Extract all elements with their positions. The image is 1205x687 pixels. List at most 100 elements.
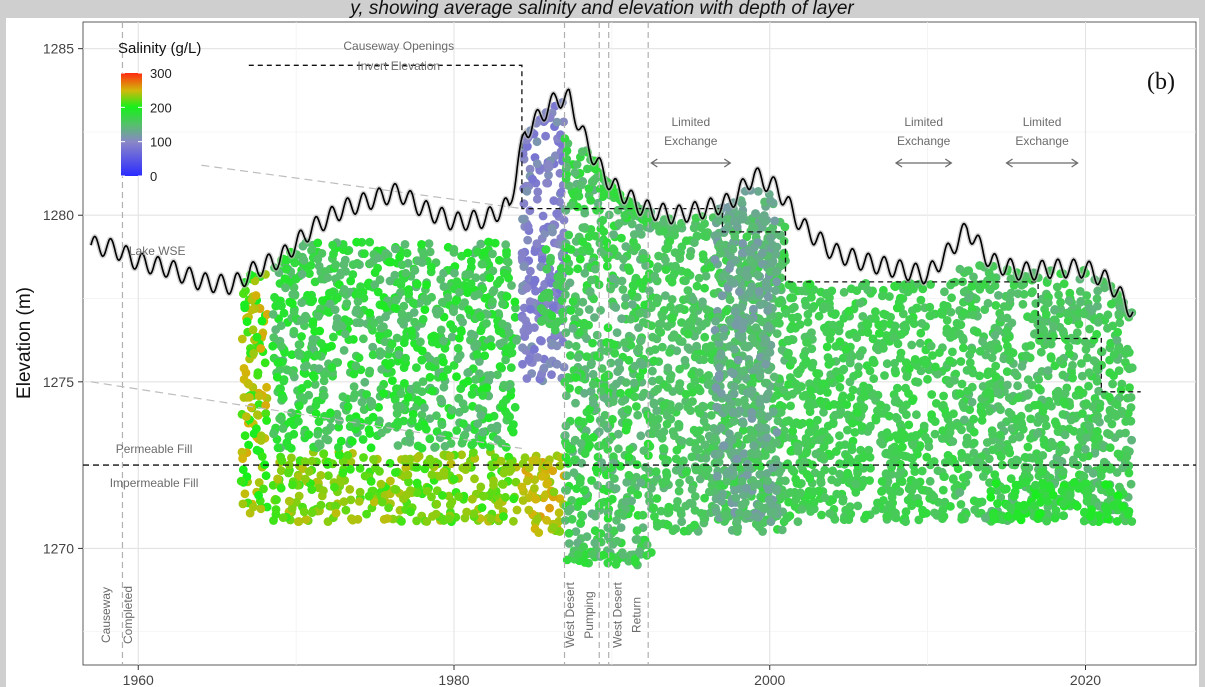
sample-point — [525, 297, 535, 307]
sample-point — [879, 309, 889, 319]
sample-point — [740, 342, 749, 352]
sample-point — [262, 382, 271, 392]
sample-point — [688, 388, 697, 397]
sample-point — [402, 248, 412, 258]
sample-point — [805, 402, 815, 412]
sample-point — [549, 523, 559, 532]
sample-point — [430, 443, 439, 452]
sample-point — [753, 270, 763, 280]
sample-point — [743, 470, 752, 480]
sample-point — [482, 319, 491, 328]
sample-point — [252, 332, 262, 342]
sample-point — [639, 446, 649, 455]
sample-point — [853, 369, 863, 379]
sample-point — [541, 245, 551, 254]
sample-point — [261, 401, 271, 410]
sample-point — [498, 398, 508, 408]
sample-point — [536, 304, 546, 313]
sample-point — [908, 440, 918, 450]
sample-point — [252, 445, 262, 455]
sample-point — [802, 358, 812, 368]
sample-point — [578, 237, 587, 247]
sample-point — [793, 369, 803, 379]
sample-point — [787, 281, 797, 291]
sample-point — [898, 442, 907, 452]
sample-point — [403, 393, 413, 402]
sample-point — [633, 534, 642, 544]
sample-point — [282, 265, 291, 274]
sample-point — [1115, 318, 1125, 328]
sample-point — [388, 376, 397, 385]
sample-point — [592, 330, 602, 340]
sample-point — [571, 398, 580, 408]
sample-point — [480, 351, 490, 360]
sample-point — [641, 217, 651, 227]
sample-point — [647, 321, 656, 331]
sample-point — [879, 344, 888, 353]
sample-point — [772, 438, 782, 448]
sample-point — [440, 343, 450, 353]
sample-point — [354, 497, 364, 506]
sample-point — [590, 313, 599, 322]
sample-point — [257, 316, 267, 326]
sample-point — [828, 320, 838, 330]
sample-point — [863, 328, 873, 337]
sample-point — [1007, 318, 1017, 328]
sample-point — [755, 398, 764, 408]
sample-point — [414, 422, 424, 432]
sample-point — [685, 251, 695, 261]
sample-point — [1002, 326, 1012, 336]
sample-point — [835, 373, 845, 383]
sample-point — [343, 451, 353, 460]
sample-point — [537, 472, 547, 481]
sample-point — [629, 230, 639, 239]
sample-point — [533, 187, 543, 197]
sample-point — [696, 223, 706, 233]
sample-point — [661, 458, 671, 468]
sample-point — [876, 400, 885, 410]
sample-point — [400, 240, 410, 249]
sample-point — [675, 478, 684, 488]
sample-point — [486, 341, 496, 351]
sample-point — [969, 414, 979, 424]
sample-point — [404, 289, 414, 299]
sample-point — [522, 186, 532, 196]
sample-point — [842, 400, 852, 409]
sample-point — [594, 427, 604, 437]
sample-point — [420, 464, 430, 474]
sample-point — [802, 438, 811, 447]
sample-point — [1068, 360, 1077, 370]
sample-point — [944, 457, 953, 466]
sample-point — [498, 319, 507, 329]
sample-point — [392, 409, 402, 418]
sample-point — [695, 368, 704, 377]
sample-point — [766, 517, 776, 527]
sample-point — [664, 502, 674, 512]
sample-point — [659, 226, 668, 236]
sample-point — [716, 423, 726, 433]
sample-point — [988, 445, 997, 455]
sample-point — [556, 187, 566, 197]
sample-point — [868, 334, 878, 344]
sample-point — [699, 416, 709, 426]
sample-point — [683, 286, 693, 295]
sample-point — [439, 336, 448, 346]
sample-point — [672, 346, 682, 356]
sample-point — [503, 257, 513, 267]
sample-point — [1085, 324, 1094, 334]
sample-point — [984, 380, 994, 390]
sample-point — [248, 502, 258, 512]
sample-point — [499, 380, 509, 390]
sample-point — [912, 303, 922, 313]
sample-point — [701, 271, 711, 281]
sample-point — [809, 487, 818, 496]
sample-point — [1095, 403, 1104, 413]
sample-point — [394, 350, 404, 359]
sample-point — [611, 303, 621, 312]
sample-point — [651, 220, 660, 230]
sample-point — [890, 358, 899, 368]
sample-point — [628, 300, 637, 309]
sample-point — [278, 393, 288, 403]
sample-point — [766, 508, 776, 518]
sample-point — [316, 339, 326, 348]
